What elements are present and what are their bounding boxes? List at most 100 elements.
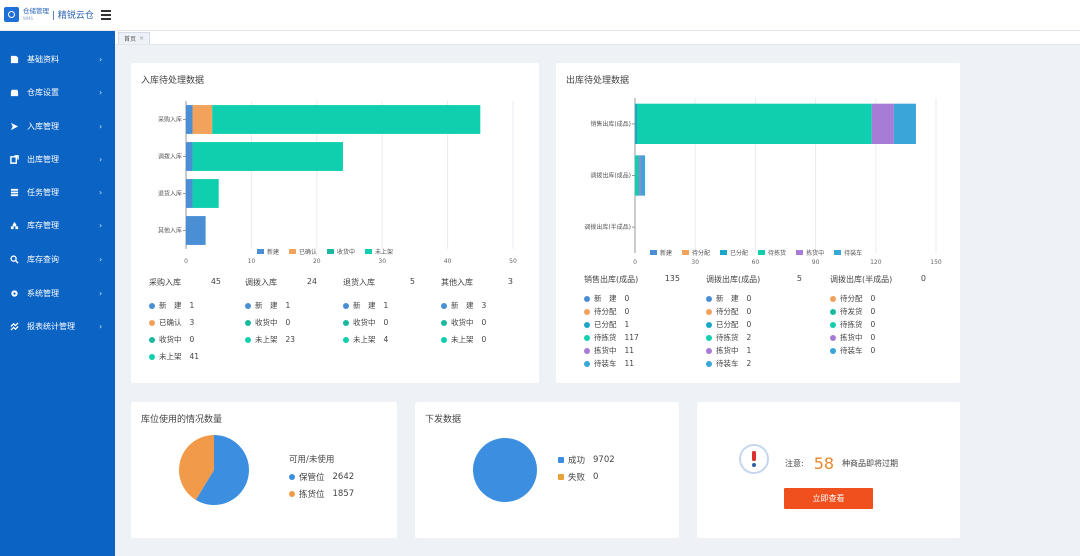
legend-item[interactable]: 已分配 <box>720 248 748 257</box>
status-value: 0 <box>481 318 487 327</box>
y-category-label: 调拨入库 <box>158 153 182 161</box>
summary-line: 已分配 1 <box>584 319 629 330</box>
sidebar-item-tasks[interactable]: 任务管理 › <box>0 182 115 202</box>
x-tick-label: 0 <box>184 258 188 265</box>
summary-line: 未上架 41 <box>149 351 199 362</box>
legend-item[interactable]: 收货中 <box>327 247 355 256</box>
summary-line: 收货中 0 <box>343 317 388 328</box>
status-dot <box>343 302 349 309</box>
tab-home[interactable]: 首页 × <box>118 32 151 44</box>
legend-item[interactable]: 拣货中 <box>796 248 824 257</box>
status-value: 0 <box>746 307 752 316</box>
status-dot <box>706 295 712 302</box>
status-value: 3 <box>481 301 487 310</box>
summary-line: 新 建 1 <box>149 300 194 311</box>
tab-label: 首页 <box>124 36 137 43</box>
status-label: 收货中 <box>255 318 278 327</box>
legend-item[interactable]: 待装车 <box>834 248 862 257</box>
y-category-label: 其他入库 <box>158 227 182 235</box>
status-dot <box>441 319 447 326</box>
status-dot <box>706 308 712 315</box>
status-label: 拣货中 <box>840 333 863 342</box>
status-dot <box>584 295 590 302</box>
sidebar: 基础资料 › 仓库设置 › 入库管理 › 出库管理 › 任务管理 › 库存管理 … <box>0 31 115 556</box>
slots-caption: 可用/未使用 <box>289 455 335 465</box>
status-label: 拣货中 <box>716 346 739 355</box>
inbound-legend: 新建 已确认 收货中 未上架 <box>257 247 403 256</box>
bar-segment <box>186 216 206 245</box>
status-dot <box>830 321 836 328</box>
legend-item[interactable]: 未上架 <box>365 247 393 256</box>
summary-name: 采购入库 <box>149 278 181 287</box>
x-tick-label: 0 <box>633 259 637 266</box>
status-dot <box>584 347 590 354</box>
status-value: 0 <box>870 346 876 355</box>
sidebar-item-inventory[interactable]: 库存管理 › <box>0 215 115 235</box>
view-now-button[interactable]: 立即查看 <box>784 488 873 509</box>
status-value: 41 <box>189 352 200 361</box>
outbound-card: 出库待处理数据 0 30 60 90 120 150 销售出库(成品) 调拨出库(成品) 调拨出… <box>556 63 960 383</box>
app-logo[interactable]: 仓储管理 WMS | 精锐云仓 <box>4 7 94 22</box>
legend-item[interactable]: 待拣货 <box>758 248 786 257</box>
status-dot <box>343 336 349 343</box>
summary-line: 收货中 0 <box>245 317 290 328</box>
status-label: 待分配 <box>716 307 739 316</box>
x-tick-label: 20 <box>313 258 321 265</box>
status-dot <box>441 336 447 343</box>
sync-title: 下发数据 <box>425 415 462 425</box>
task-icon <box>10 188 19 196</box>
status-value: 1 <box>624 320 630 329</box>
outbound-legend: 新建 待分配 已分配 待拣货 拣货中 待装车 <box>650 248 872 257</box>
status-label: 收货中 <box>451 318 474 327</box>
bar-segment <box>186 105 193 134</box>
status-value: 117 <box>624 333 639 342</box>
legend-item[interactable]: 待分配 <box>682 248 710 257</box>
status-value: 23 <box>285 335 296 344</box>
legend-item[interactable]: 已确认 <box>289 247 317 256</box>
legend-item[interactable]: 新建 <box>257 247 279 256</box>
summary-header: 调拨出库(半成品) 0 <box>830 274 926 285</box>
inbound-icon <box>10 122 19 130</box>
summary-line: 待拣货 2 <box>706 332 751 343</box>
x-tick-label: 120 <box>870 259 882 266</box>
gear-icon <box>10 289 19 297</box>
slot-stat-storage: 保管位 2642 <box>289 471 354 483</box>
sidebar-item-reports[interactable]: 报表统计管理 › <box>0 316 115 336</box>
menu-toggle-icon[interactable] <box>101 10 111 20</box>
chevron-right-icon: › <box>99 87 103 97</box>
x-tick-label: 30 <box>378 258 386 265</box>
summary-total: 5 <box>409 277 415 286</box>
status-value: 11 <box>624 346 635 355</box>
status-value: 0 <box>870 307 876 316</box>
legend-dot <box>558 474 564 480</box>
sidebar-item-basic-data[interactable]: 基础资料 › <box>0 49 115 69</box>
summary-header: 其他入库 3 <box>441 277 513 288</box>
status-dot <box>830 334 836 341</box>
sidebar-item-outbound[interactable]: 出库管理 › <box>0 149 115 169</box>
outbound-title: 出库待处理数据 <box>566 76 630 86</box>
summary-line: 待拣货 117 <box>584 332 639 343</box>
status-dot <box>343 319 349 326</box>
bar-segment <box>192 105 213 134</box>
x-tick-label: 90 <box>812 259 820 266</box>
sidebar-item-inventory-query[interactable]: 库存查询 › <box>0 249 115 269</box>
close-icon[interactable]: × <box>139 35 145 42</box>
sidebar-item-inbound[interactable]: 入库管理 › <box>0 116 115 136</box>
legend-item[interactable]: 新建 <box>650 248 672 257</box>
status-value: 0 <box>624 307 630 316</box>
sync-stat-fail: 失败 0 <box>558 471 598 483</box>
summary-line: 待分配 0 <box>706 306 751 317</box>
status-dot <box>830 308 836 315</box>
summary-line: 待拣货 0 <box>830 319 875 330</box>
status-dot <box>706 360 712 367</box>
sidebar-item-system[interactable]: 系统管理 › <box>0 283 115 303</box>
status-dot <box>149 336 155 343</box>
sync-pie-chart <box>473 438 537 502</box>
sidebar-item-warehouse[interactable]: 仓库设置 › <box>0 82 115 102</box>
status-dot <box>245 319 251 326</box>
status-value: 0 <box>746 320 752 329</box>
status-value: 0 <box>870 320 876 329</box>
status-label: 新 建 <box>716 294 739 303</box>
summary-line: 待分配 0 <box>830 293 875 304</box>
y-category-label: 采购入库 <box>158 116 182 124</box>
